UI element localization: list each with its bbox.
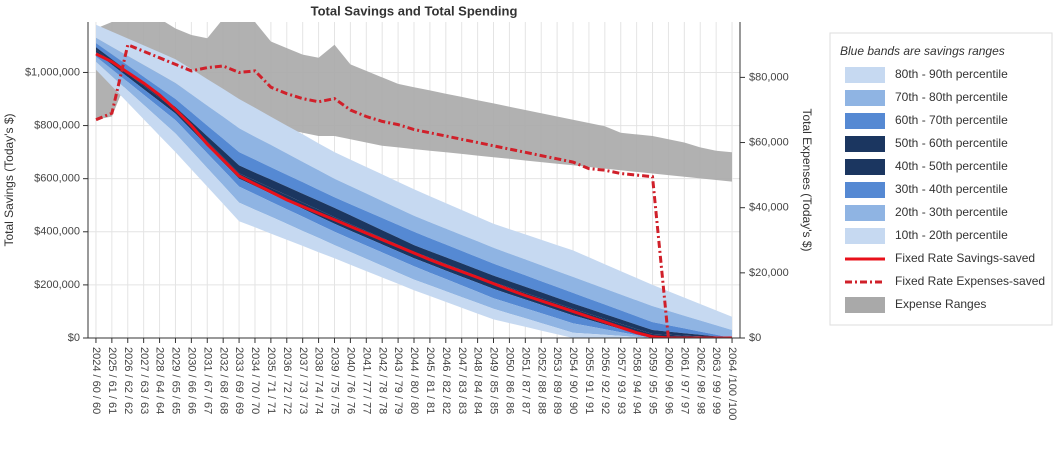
expense-range <box>96 22 732 182</box>
legend: Blue bands are savings ranges 80th - 90t… <box>829 32 1053 326</box>
x-tick-label: 2051 / 87 / 87 <box>519 347 531 414</box>
x-tick-label: 2029 / 65 / 65 <box>170 347 182 414</box>
x-tick-label: 2048 / 84 / 84 <box>472 347 484 414</box>
legend-swatch <box>845 182 885 198</box>
x-tick-label: 2059 / 95 / 95 <box>647 347 659 414</box>
x-tick-label: 2043 / 79 / 79 <box>392 347 404 414</box>
chart-title: Total Savings and Total Spending <box>311 3 518 18</box>
x-tick-label: 2042 / 78 / 78 <box>376 347 388 414</box>
legend-swatch <box>845 136 885 152</box>
x-tick-label: 2050 / 86 / 86 <box>503 347 515 414</box>
x-tick-label: 2055 / 91 / 91 <box>583 347 595 414</box>
legend-label: 30th - 40th percentile <box>895 182 1008 196</box>
legend-label: 20th - 30th percentile <box>895 205 1008 219</box>
x-tick-label: 2030 / 66 / 66 <box>185 347 197 414</box>
plot-area <box>88 22 740 338</box>
y-tick-label: $600,000 <box>34 173 80 185</box>
y-tick-label: $200,000 <box>34 279 80 291</box>
y2-tick-label: $60,000 <box>749 136 789 148</box>
legend-swatch <box>845 297 885 313</box>
series-line <box>95 42 732 338</box>
legend-label: 40th - 50th percentile <box>895 159 1008 173</box>
x-tick-label: 2026 / 62 / 62 <box>122 347 134 414</box>
x-tick-label: 2056 / 92 / 92 <box>599 347 611 414</box>
x-tick-label: 2045 / 81 / 81 <box>424 347 436 414</box>
legend-label: 80th - 90th percentile <box>895 67 1008 81</box>
x-tick-label: 2035 / 71 / 71 <box>265 347 277 414</box>
x-tick-label: 2058 / 94 / 94 <box>631 347 643 414</box>
legend-swatch <box>845 205 885 221</box>
y2-tick-label: $80,000 <box>749 71 789 83</box>
x-tick-label: 2028 / 64 / 64 <box>154 347 166 414</box>
savings-band <box>96 61 732 338</box>
y-tick-label: $0 <box>68 332 80 344</box>
x-tick-label: 2062 / 98 / 98 <box>694 347 706 414</box>
legend-label: 10th - 20th percentile <box>895 228 1008 242</box>
legend-swatch <box>845 67 885 83</box>
x-tick-label: 2024 / 60 / 60 <box>90 347 102 414</box>
legend-label: 60th - 70th percentile <box>895 113 1008 127</box>
x-tick-label: 2047 / 83 / 83 <box>456 347 468 414</box>
x-tick-label: 2054 / 90 / 90 <box>567 347 579 414</box>
x-tick-label: 2041 / 77 / 77 <box>360 347 372 414</box>
x-tick-label: 2036 / 72 / 72 <box>281 347 293 414</box>
x-tick-label: 2034 / 70 / 70 <box>249 347 261 414</box>
legend-label: 50th - 60th percentile <box>895 136 1008 150</box>
x-tick-label: 2033 / 69 / 69 <box>233 347 245 414</box>
x-tick-label: 2039 / 75 / 75 <box>329 347 341 414</box>
y2-tick-label: $20,000 <box>749 267 789 279</box>
y2-tick-label: $40,000 <box>749 202 789 214</box>
legend-swatch <box>845 228 885 244</box>
y-tick-label: $400,000 <box>34 226 80 238</box>
x-tick-label: 2038 / 74 / 74 <box>313 347 325 414</box>
x-tick-label: 2046 / 82 / 82 <box>440 347 452 414</box>
x-tick-label: 2053 / 89 / 89 <box>551 347 563 414</box>
legend-label: Expense Ranges <box>895 297 986 311</box>
x-tick-label: 2032 / 68 / 68 <box>217 347 229 414</box>
x-tick-label: 2031 / 67 / 67 <box>201 347 213 414</box>
x-tick-label: 2044 / 80 / 80 <box>408 347 420 414</box>
legend-swatch <box>845 159 885 175</box>
savings-band <box>96 24 732 330</box>
x-tick-label: 2027 / 63 / 63 <box>138 347 150 414</box>
y2-tick-label: $0 <box>749 332 761 344</box>
y-tick-label: $800,000 <box>34 119 80 131</box>
axes: $0 $200,000 $400,000 $600,000 $800,000 $1,000… <box>25 22 789 420</box>
y-axis-title: Total Savings (Today's $) <box>2 113 16 246</box>
y2-axis-title: Total Expenses (Today's $) <box>800 108 814 251</box>
x-tick-label: 2049 / 85 / 85 <box>488 347 500 414</box>
x-tick-label: 2025 / 61 / 61 <box>106 347 118 414</box>
series-line <box>95 52 732 338</box>
legend-label: Fixed Rate Expenses-saved <box>895 274 1045 288</box>
y-tick-label: $1,000,000 <box>25 66 80 78</box>
x-tick-label: 2061 / 97 / 97 <box>678 347 690 414</box>
x-tick-label: 2064 /100 /100 <box>726 347 738 420</box>
x-tick-label: 2037 / 73 / 73 <box>297 347 309 414</box>
x-tick-label: 2052 / 88 / 88 <box>535 347 547 414</box>
x-tick-label: 2040 / 76 / 76 <box>344 347 356 414</box>
x-tick-label: 2057 / 93 / 93 <box>615 347 627 414</box>
x-tick-label: 2060 / 96 / 96 <box>662 347 674 414</box>
legend-title: Blue bands are savings ranges <box>840 44 1005 58</box>
legend-label: Fixed Rate Savings-saved <box>895 251 1035 265</box>
legend-swatch <box>845 90 885 106</box>
legend-swatch <box>845 113 885 129</box>
legend-label: 70th - 80th percentile <box>895 90 1008 104</box>
x-tick-label: 2063 / 99 / 99 <box>710 347 722 414</box>
